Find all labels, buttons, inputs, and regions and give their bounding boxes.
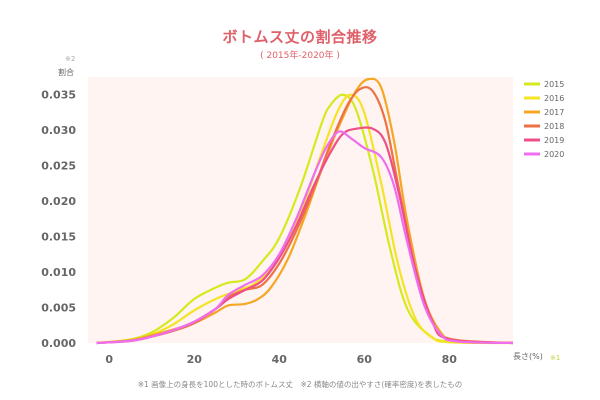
x-axis-note: ※1 <box>550 354 560 362</box>
series-line-2020 <box>96 130 514 345</box>
legend-label-2016: 2016 <box>544 94 564 103</box>
x-axis-ticks: 0 20 40 60 80 <box>105 353 457 366</box>
y-axis-note: ※2 <box>65 55 76 63</box>
legend-label-2020: 2020 <box>544 150 564 159</box>
y-tick-label: 0.005 <box>41 302 76 315</box>
footnote: ※1 画像上の身長を100とした時のボトムス丈 ※2 横軸の値の出やすさ(確率密… <box>137 380 463 389</box>
legend: 2015 2016 2017 2018 2019 2020 <box>524 80 564 159</box>
y-tick-label: 0.025 <box>41 160 76 173</box>
y-axis-label: 割合 <box>58 68 74 77</box>
series-lines <box>96 77 514 345</box>
legend-label-2017: 2017 <box>544 108 564 117</box>
y-tick-label: 0.015 <box>41 231 76 244</box>
chart-title: ボトムス丈の割合推移 <box>222 28 378 46</box>
y-tick-label: 0.035 <box>41 89 76 102</box>
x-axis-label: 長さ(%) <box>513 352 543 361</box>
x-tick-label: 60 <box>357 353 373 366</box>
legend-label-2019: 2019 <box>544 136 564 145</box>
x-tick-label: 80 <box>442 353 458 366</box>
legend-label-2015: 2015 <box>544 80 564 89</box>
y-axis-ticks: 0.000 0.005 0.010 0.015 0.020 0.025 0.030 0.035 <box>41 89 76 350</box>
legend-label-2018: 2018 <box>544 122 564 131</box>
series-line-2015 <box>96 93 514 345</box>
series-line-2016 <box>96 93 514 345</box>
y-tick-label: 0.030 <box>41 124 76 137</box>
chart-subtitle: ( 2015年-2020年 ) <box>260 51 340 61</box>
x-tick-label: 40 <box>272 353 288 366</box>
x-tick-label: 20 <box>187 353 203 366</box>
y-tick-label: 0.000 <box>41 337 76 350</box>
y-tick-label: 0.020 <box>41 195 76 208</box>
y-tick-label: 0.010 <box>41 266 76 279</box>
x-tick-label: 0 <box>105 353 113 366</box>
